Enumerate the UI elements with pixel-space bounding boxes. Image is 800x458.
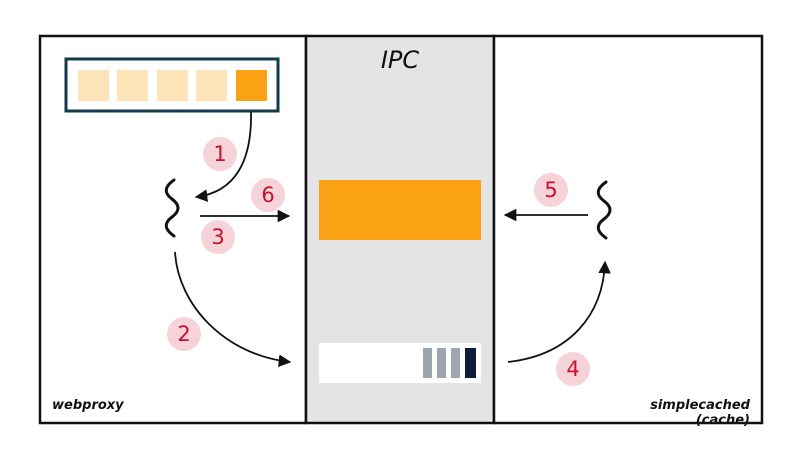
arrow-step-4	[507, 260, 611, 363]
shared-memory-segment	[319, 180, 481, 240]
message-queue-slot-filled	[465, 348, 476, 378]
step-badge-2: 2	[167, 317, 201, 351]
simplecached-label: simplecached (cache)	[650, 398, 750, 428]
simplecached-panel	[492, 34, 764, 425]
simplecached-thread-icon	[596, 180, 612, 240]
step-badge-1: 1	[203, 137, 237, 171]
step-badge-5: 5	[534, 173, 568, 207]
webproxy-label: webproxy	[52, 398, 124, 413]
queue-slot-active	[236, 70, 267, 101]
queue-slot	[117, 70, 148, 101]
message-queue-slot	[437, 348, 446, 378]
ipc-title: IPC	[380, 46, 420, 74]
message-queue-slot	[451, 348, 460, 378]
queue-slot	[78, 70, 109, 101]
arrow-step-1	[194, 111, 252, 202]
step-badge-6: 6	[251, 178, 285, 212]
webproxy-thread-icon	[164, 178, 180, 238]
message-queue-slot	[423, 348, 432, 378]
arrow-step-2	[174, 251, 292, 368]
step-badge-4: 4	[556, 352, 590, 386]
queue-slot	[157, 70, 188, 101]
step-badge-3: 3	[201, 220, 235, 254]
queue-slot	[196, 70, 227, 101]
